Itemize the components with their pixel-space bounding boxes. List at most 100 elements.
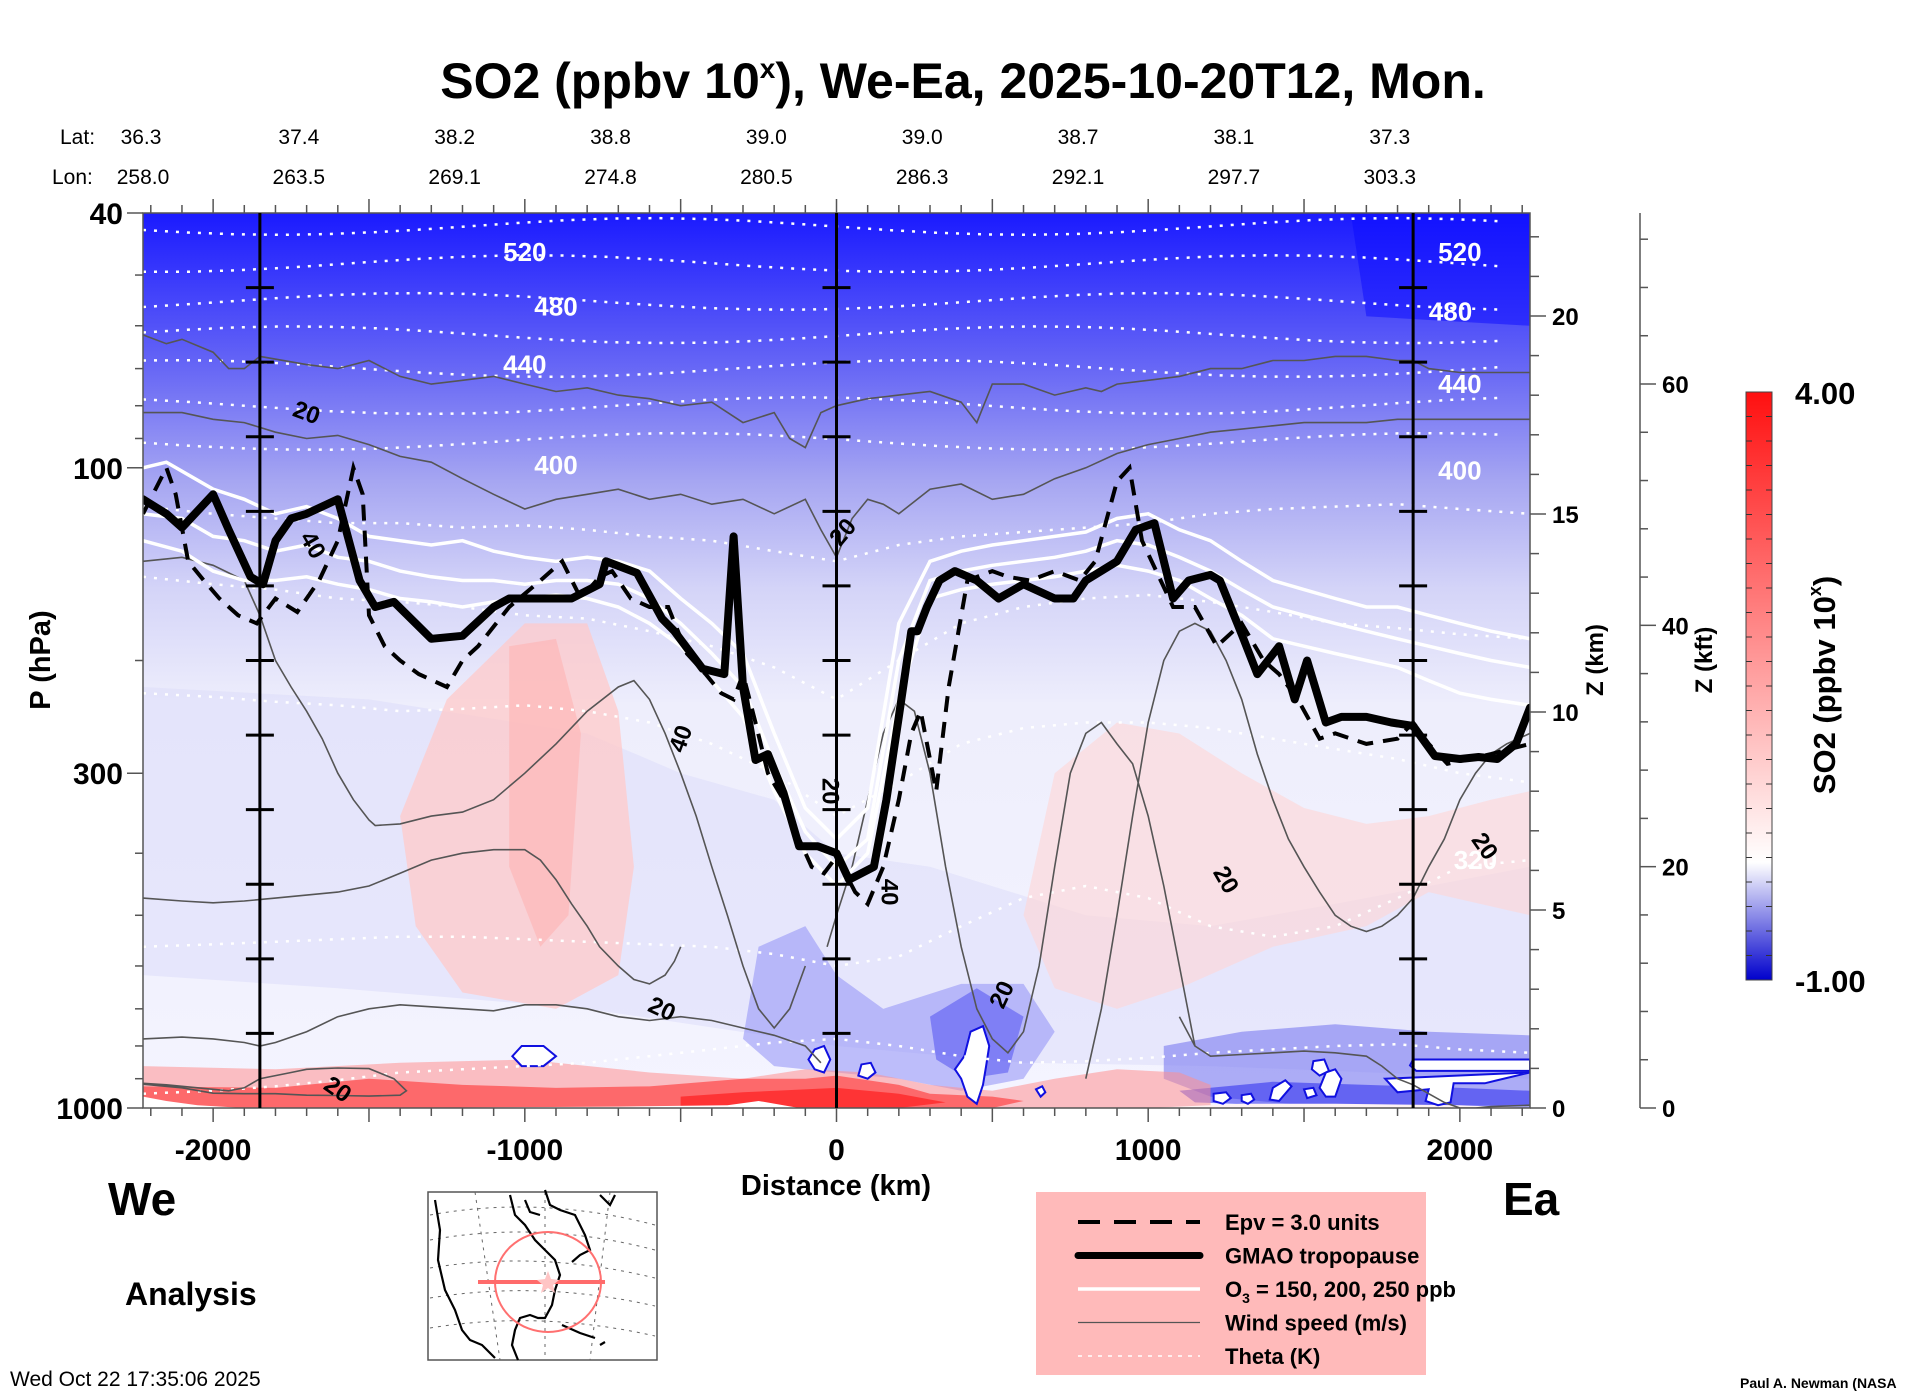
y-tick-label: 1000 — [56, 1093, 123, 1126]
missing-data-hole — [953, 1024, 991, 1106]
theta-contour — [143, 691, 1530, 818]
lat-value: 38.8 — [590, 126, 631, 149]
zkft-axis-label: Z (kft) — [1691, 627, 1718, 694]
x-axis-label: Distance (km) — [741, 1170, 931, 1202]
field-missing-surface — [368, 1100, 800, 1108]
legend-label: Wind speed (m/s) — [1225, 1311, 1407, 1336]
wind-speed-contour — [143, 556, 807, 1030]
zkft-tick-label: 20 — [1662, 855, 1689, 882]
theta-label: 480 — [534, 292, 577, 322]
inset-map — [427, 1189, 658, 1361]
zkm-tick-label: 20 — [1552, 304, 1579, 331]
lat-value: 37.3 — [1369, 126, 1410, 149]
wind-speed-contour — [143, 1067, 408, 1097]
lon-value: 269.1 — [428, 166, 481, 189]
lon-label: Lon: — [52, 166, 93, 189]
theta-label: 400 — [534, 450, 577, 480]
x-tick-label: -1000 — [486, 1134, 563, 1167]
lat-value: 38.2 — [434, 126, 475, 149]
x-tick-label: 2000 — [1426, 1134, 1493, 1167]
tropopause-line — [143, 490, 1530, 884]
lat-value: 38.1 — [1213, 126, 1254, 149]
chart-title: SO2 (ppbv 10x), We-Ea, 2025-10-20T12, Mo… — [440, 53, 1486, 109]
colorbar-max-label: 4.00 — [1795, 376, 1855, 411]
lat-value: 39.0 — [902, 126, 943, 149]
zkft-tick-label: 40 — [1662, 613, 1689, 640]
colorbar-label: SO2 (ppbv 10x) — [1805, 576, 1842, 794]
theta-label: 520 — [1438, 237, 1481, 267]
west-label: We — [108, 1173, 176, 1225]
lat-value: 36.3 — [121, 126, 162, 149]
lat-label: Lat: — [60, 126, 95, 149]
x-tick-label: 1000 — [1115, 1134, 1182, 1167]
center-star-icon — [537, 1271, 559, 1293]
wind-speed-contour — [1085, 622, 1530, 1079]
wind-speed-label: 20 — [816, 778, 843, 805]
lat-value: 38.7 — [1058, 126, 1099, 149]
latlon-header: Lat: Lon: 36.3 258.0 37.4 263.5 38.2 269.1 38.… — [52, 126, 1416, 189]
wind-speed-contour — [143, 848, 682, 985]
zkm-tick-label: 5 — [1552, 898, 1565, 925]
x-tick-label: 0 — [828, 1134, 845, 1167]
colorbar: 4.00 -1.00 SO2 (ppbv 10x) — [1745, 376, 1866, 999]
missing-data-hole — [1240, 1092, 1256, 1105]
legend-label: O3 = 150, 200, 250 ppb — [1225, 1277, 1456, 1306]
lat-value: 39.0 — [746, 126, 787, 149]
zkft-tick-label: 60 — [1662, 372, 1689, 399]
colorbar-min-label: -1.00 — [1795, 964, 1866, 999]
theta-label: 440 — [1438, 369, 1481, 399]
theta-label: 520 — [503, 237, 546, 267]
missing-data-hole — [1310, 1058, 1331, 1077]
missing-data-hole — [510, 1044, 558, 1068]
y-tick-label: 300 — [73, 758, 123, 791]
legend-label: Theta (K) — [1225, 1344, 1320, 1369]
field-missing-surface — [1148, 1103, 1530, 1108]
field-pink-core — [509, 638, 581, 947]
zkm-tick-label: 10 — [1552, 700, 1579, 727]
timestamp: Wed Oct 22 17:35:06 2025 — [10, 1368, 261, 1391]
wind-speed-contour — [826, 698, 1196, 1054]
lat-value: 37.4 — [278, 126, 319, 149]
missing-data-hole — [1318, 1068, 1343, 1098]
y-axis-label: P (hPa) — [25, 610, 57, 709]
x-tick-label: -2000 — [175, 1134, 252, 1167]
missing-data-hole — [1382, 1071, 1530, 1107]
y-tick-label: 100 — [73, 453, 123, 486]
y-tick-label: 40 — [90, 198, 123, 231]
theta-label: 320 — [1454, 845, 1497, 875]
wind-speed-contour — [143, 1003, 822, 1064]
theta-contour — [143, 502, 1530, 563]
wind-speed-contour — [1178, 1016, 1530, 1108]
lon-value: 274.8 — [584, 166, 637, 189]
wind-speed-label: 40 — [875, 879, 902, 906]
credit: Paul A. Newman (NASA — [1740, 1375, 1897, 1391]
analysis-label: Analysis — [125, 1276, 257, 1312]
zkm-axis-label: Z (km) — [1582, 624, 1609, 696]
legend-box — [1036, 1192, 1426, 1375]
missing-data-hole — [1268, 1078, 1293, 1103]
axes: -2000 -1000 0 1000 2000 40 100 300 1000 0 5 10 15 20 0… — [56, 198, 1688, 1167]
missing-data-hole — [1034, 1085, 1047, 1099]
field-missing-surface — [143, 1096, 245, 1108]
lon-value: 286.3 — [896, 166, 949, 189]
theta-label: 400 — [1438, 456, 1481, 486]
theta-label: 480 — [1429, 296, 1472, 326]
epv-line — [143, 460, 1530, 908]
lon-value: 297.7 — [1208, 166, 1261, 189]
coastline — [433, 1189, 616, 1361]
zkft-tick-label: 0 — [1662, 1096, 1675, 1123]
lon-value: 292.1 — [1052, 166, 1105, 189]
missing-data-hole — [1212, 1091, 1233, 1105]
lon-value: 280.5 — [740, 166, 793, 189]
zkm-tick-label: 15 — [1552, 502, 1579, 529]
missing-data-hole — [807, 1044, 832, 1074]
missing-data-hole — [1408, 1058, 1530, 1072]
lon-value: 258.0 — [117, 166, 170, 189]
legend-label: Epv = 3.0 units — [1225, 1210, 1380, 1235]
theta-label: 440 — [503, 350, 546, 380]
missing-data-hole — [857, 1061, 877, 1080]
wind-speed-contour — [143, 411, 1530, 560]
legend-label: GMAO tropopause — [1225, 1244, 1419, 1269]
east-label: Ea — [1503, 1173, 1560, 1225]
